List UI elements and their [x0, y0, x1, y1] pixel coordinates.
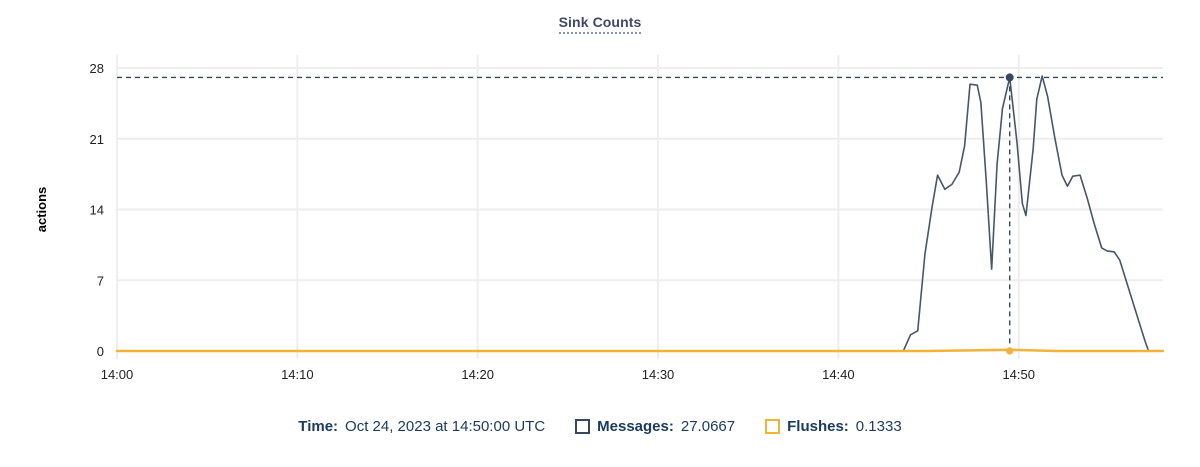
x-axis-ticks: 14:00 14:10 14:20 14:30 14:40 14:50	[101, 367, 1035, 382]
svg-text:28: 28	[90, 61, 104, 76]
gridlines	[116, 55, 1163, 359]
svg-text:21: 21	[90, 132, 104, 147]
tooltip-time: Time: Oct 24, 2023 at 14:50:00 UTC	[298, 418, 545, 435]
svg-text:14:30: 14:30	[642, 367, 675, 382]
tooltip-time-label: Time:	[298, 418, 339, 435]
crosshair	[117, 73, 1163, 355]
svg-text:14:50: 14:50	[1002, 367, 1035, 382]
legend-label-flushes: Flushes:	[787, 418, 849, 435]
legend-value-messages: 27.0667	[680, 418, 736, 435]
chart-title-text: Sink Counts	[558, 14, 642, 34]
chart-title: Sink Counts	[0, 14, 1200, 34]
tooltip-time-value: Oct 24, 2023 at 14:50:00 UTC	[345, 418, 546, 435]
legend-item-messages[interactable]: Messages: 27.0667	[575, 418, 735, 435]
legend-value-flushes: 0.1333	[855, 418, 902, 435]
svg-text:14:20: 14:20	[461, 367, 494, 382]
y-axis-title: actions	[34, 187, 49, 233]
svg-text:0: 0	[97, 344, 104, 359]
svg-text:14: 14	[90, 203, 104, 218]
legend-swatch-flushes-icon	[765, 419, 781, 434]
svg-text:14:00: 14:00	[101, 367, 134, 382]
chart-tooltip-legend: Time: Oct 24, 2023 at 14:50:00 UTC Messa…	[0, 418, 1200, 435]
data-series	[115, 75, 1165, 353]
legend-swatch-messages-icon	[575, 419, 591, 434]
svg-text:14:10: 14:10	[281, 367, 314, 382]
svg-text:7: 7	[97, 273, 104, 288]
legend-label-messages: Messages:	[597, 418, 674, 435]
y-axis-ticks: 0 7 14 21 28	[90, 61, 104, 359]
svg-text:14:40: 14:40	[822, 367, 855, 382]
legend-item-flushes[interactable]: Flushes: 0.1333	[765, 418, 902, 435]
